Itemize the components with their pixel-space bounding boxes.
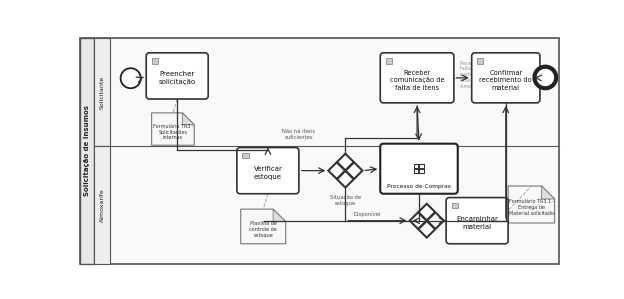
Bar	[94, 38, 110, 147]
Text: Planilha de
controle de
estoque: Planilha de controle de estoque	[250, 221, 277, 238]
Bar	[452, 203, 458, 208]
FancyBboxPatch shape	[146, 53, 208, 99]
Text: Almoxarife: Almoxarife	[99, 188, 105, 222]
Bar	[80, 38, 94, 264]
FancyBboxPatch shape	[380, 53, 454, 103]
Polygon shape	[152, 113, 194, 145]
FancyBboxPatch shape	[237, 147, 299, 194]
FancyBboxPatch shape	[446, 198, 508, 244]
Bar	[242, 153, 248, 158]
Polygon shape	[542, 186, 555, 199]
Text: Processo de Compras: Processo de Compras	[387, 184, 451, 189]
Polygon shape	[273, 209, 286, 222]
Text: Situação de
estoque: Situação de estoque	[330, 195, 361, 206]
Bar	[414, 164, 424, 173]
Bar	[152, 58, 158, 64]
Text: Disponível: Disponível	[353, 212, 381, 217]
Text: Encaminhar
material: Encaminhar material	[456, 216, 498, 230]
Bar	[386, 58, 392, 64]
Circle shape	[535, 67, 556, 88]
Text: Solicitação de Insumos: Solicitação de Insumos	[84, 106, 90, 196]
Circle shape	[120, 68, 141, 88]
Text: Recebe email de
falta de itens e prazo
padrão da compra
enviado pelo
almoxarife.: Recebe email de falta de itens e prazo p…	[460, 60, 512, 89]
Text: Preencher
solicitação: Preencher solicitação	[158, 71, 196, 85]
Text: Formulário TR3 -
Solicitações
internas: Formulário TR3 - Solicitações internas	[152, 124, 193, 141]
FancyBboxPatch shape	[380, 144, 458, 194]
Polygon shape	[328, 154, 363, 187]
Bar	[477, 58, 484, 64]
Polygon shape	[182, 113, 194, 125]
Polygon shape	[241, 209, 286, 244]
Bar	[94, 147, 110, 264]
Text: Receber
comunicação de
falta de itens: Receber comunicação de falta de itens	[390, 70, 444, 91]
Polygon shape	[410, 204, 444, 238]
Text: Verificar
estoque: Verificar estoque	[253, 166, 282, 180]
Text: Solicitante: Solicitante	[99, 76, 105, 109]
Polygon shape	[508, 186, 555, 223]
FancyBboxPatch shape	[472, 53, 540, 103]
Text: Confirmar
recebimento do
material: Confirmar recebimento do material	[479, 70, 532, 91]
Text: Formulário TR3.1 -
Entrega de
Material solicitado: Formulário TR3.1 - Entrega de Material s…	[509, 199, 554, 216]
Text: Não há itens
suficientes: Não há itens suficientes	[282, 129, 316, 140]
